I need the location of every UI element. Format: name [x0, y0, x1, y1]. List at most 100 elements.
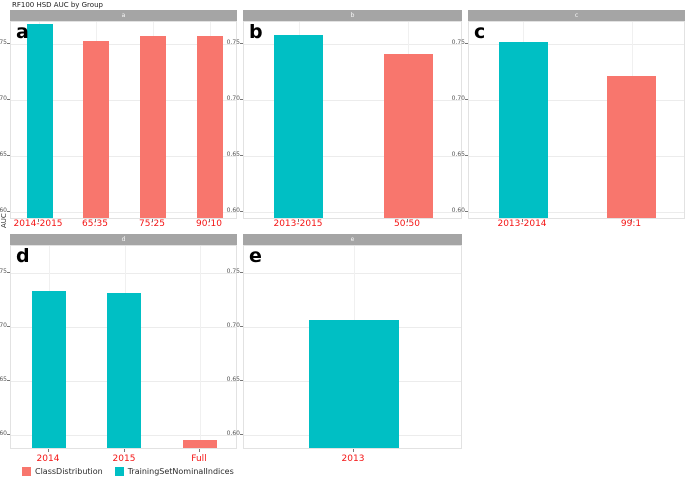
gridline-y-0.6	[469, 212, 684, 213]
gridline-y-0.65	[469, 156, 684, 157]
x-tick-mark	[199, 449, 200, 452]
panel-a	[10, 21, 237, 219]
x-tick-mark	[353, 449, 354, 452]
y-tick-label: 0.70	[226, 95, 240, 102]
y-tick-label: 0.75	[226, 39, 240, 46]
legend-label: TrainingSetNominalIndices	[127, 466, 234, 476]
gridline-y-0.65	[244, 156, 461, 157]
y-tick-label: 0.60	[451, 207, 465, 214]
facet-strip-label: b	[350, 11, 355, 19]
y-tick-label: 0.60	[0, 207, 7, 214]
gridline-y-0.75	[469, 44, 684, 45]
facet-strip-e: e	[243, 234, 462, 245]
legend: ClassDistribution TrainingSetNominalIndic…	[22, 467, 234, 476]
facet-strip-label: a	[121, 11, 126, 19]
x-category-label-2014: 2014	[36, 454, 60, 464]
bar-d-Full	[183, 440, 217, 448]
y-tick-mark	[240, 434, 243, 435]
gridline-y-0.75	[11, 273, 236, 274]
facet-strip-label: d	[121, 235, 126, 243]
x-category-label-2013: 2013	[341, 454, 365, 464]
bar-a-65:35	[83, 41, 109, 218]
facet-strip-c: c	[468, 10, 685, 21]
bar-e-2013	[309, 320, 399, 448]
y-tick-mark	[465, 43, 468, 44]
y-tick-label: 0.65	[0, 376, 7, 383]
gridline-y-0.75	[11, 44, 236, 45]
panel-letter-c: c	[474, 21, 486, 43]
y-tick-mark	[7, 326, 10, 327]
y-tick-mark	[240, 43, 243, 44]
y-tick-label: 0.65	[226, 376, 240, 383]
gridline-y-0.6	[244, 212, 461, 213]
y-tick-label: 0.60	[226, 207, 240, 214]
gridline-y-0.75	[244, 273, 461, 274]
panel-letter-e: e	[249, 245, 262, 267]
facet-strip-b: b	[243, 10, 462, 21]
facet-strip-label: e	[350, 235, 355, 243]
facet-strip-label: c	[574, 11, 579, 19]
facet-strip-a: a	[10, 10, 237, 21]
x-tick-mark	[522, 219, 523, 222]
y-tick-mark	[240, 380, 243, 381]
x-category-label-99:1: 99:1	[620, 219, 642, 229]
x-tick-mark	[407, 219, 408, 222]
y-tick-label: 0.75	[451, 39, 465, 46]
x-category-label-50:50: 50:50	[394, 219, 420, 229]
legend-item-TrainingSetNominalIndices: TrainingSetNominalIndices	[114, 466, 234, 476]
y-tick-label: 0.60	[0, 430, 7, 437]
y-tick-mark	[7, 434, 10, 435]
panel-letter-b: b	[249, 21, 263, 43]
bar-d-2014	[32, 291, 66, 448]
y-tick-label: 0.60	[226, 430, 240, 437]
x-category-label-2015: 2015	[112, 454, 136, 464]
bar-a-2014-2015	[27, 24, 53, 218]
y-tick-mark	[240, 326, 243, 327]
y-tick-mark	[240, 99, 243, 100]
panel-e	[243, 245, 462, 449]
y-tick-label: 0.75	[0, 39, 7, 46]
x-tick-mark	[209, 219, 210, 222]
x-category-label-75:25: 75:25	[139, 219, 165, 229]
gridline-y-0.75	[244, 44, 461, 45]
legend-item-ClassDistribution: ClassDistribution	[22, 467, 103, 476]
facet-strip-d: d	[10, 234, 237, 245]
y-tick-label: 0.65	[226, 151, 240, 158]
x-category-label-2013-2014: 2013-2014	[497, 219, 547, 229]
gridline-y-0.7	[469, 100, 684, 101]
y-tick-label: 0.70	[451, 95, 465, 102]
x-tick-mark	[298, 219, 299, 222]
y-tick-label: 0.75	[226, 268, 240, 275]
y-tick-mark	[465, 99, 468, 100]
y-tick-label: 0.70	[0, 95, 7, 102]
gridline-x-Full	[200, 246, 201, 448]
gridline-y-0.7	[11, 100, 236, 101]
x-tick-mark	[48, 449, 49, 452]
bar-b-2013-2015	[274, 35, 323, 218]
y-tick-mark	[7, 43, 10, 44]
bar-a-90:10	[197, 36, 223, 218]
y-tick-mark	[7, 272, 10, 273]
x-category-label-90:10: 90:10	[196, 219, 222, 229]
y-tick-mark	[465, 155, 468, 156]
x-tick-mark	[124, 449, 125, 452]
y-tick-mark	[7, 380, 10, 381]
y-tick-label: 0.75	[0, 268, 7, 275]
panel-b	[243, 21, 462, 219]
y-tick-mark	[7, 155, 10, 156]
y-tick-mark	[240, 272, 243, 273]
gridline-y-0.6	[11, 212, 236, 213]
x-category-label-65:35: 65:35	[82, 219, 108, 229]
legend-swatch-icon	[22, 467, 31, 476]
y-tick-mark	[7, 211, 10, 212]
legend-label: ClassDistribution	[35, 466, 103, 476]
x-tick-mark	[152, 219, 153, 222]
y-tick-mark	[240, 155, 243, 156]
panel-c	[468, 21, 685, 219]
bar-c-99:1	[607, 76, 656, 218]
y-tick-label: 0.70	[226, 322, 240, 329]
y-tick-mark	[7, 99, 10, 100]
panel-letter-d: d	[16, 245, 30, 267]
x-tick-mark	[95, 219, 96, 222]
